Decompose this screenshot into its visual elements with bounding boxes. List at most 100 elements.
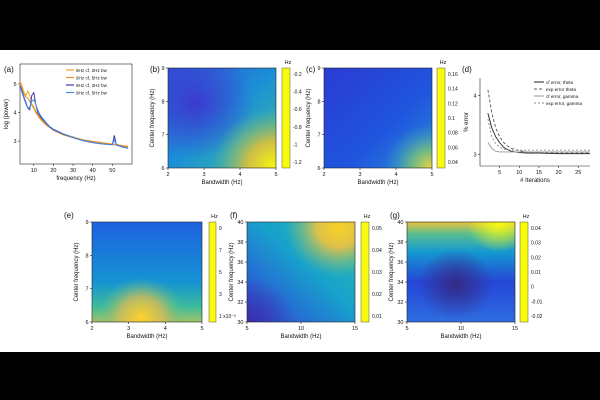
colorbar-unit: Hz bbox=[211, 214, 218, 220]
figure-panel: 10 20 30 40 50 3 4 5 frequency (Hz) log (power) (a… bbox=[0, 50, 600, 352]
series-line bbox=[487, 142, 590, 153]
y-tick-label: 6 bbox=[317, 166, 320, 172]
legend-label: 6Hz cf, 5Hz bw bbox=[76, 76, 108, 81]
legend-label: 6Hz cf, 2Hz bw bbox=[76, 68, 108, 73]
x-axis-label: # Iterations bbox=[520, 178, 550, 184]
colorbar-tick-label: 0.04 bbox=[448, 160, 458, 166]
y-tick-label: 32 bbox=[237, 300, 243, 306]
x-tick-label: 3 bbox=[202, 172, 205, 178]
colorbar-tick-label: -0.02 bbox=[531, 314, 543, 320]
y-axis-label: Center frequency (Hz) bbox=[389, 242, 395, 301]
y-axis-label: log (power) bbox=[4, 99, 10, 129]
colorbar bbox=[519, 221, 529, 323]
colorbar-unit: Hz bbox=[364, 214, 371, 220]
y-tick-label: 7 bbox=[161, 133, 164, 139]
y-tick-label: 3 bbox=[473, 152, 476, 158]
x-tick-label: 4 bbox=[394, 172, 397, 178]
colorbar-tick-label: 0.06 bbox=[448, 145, 458, 151]
x-tick-label: 20 bbox=[556, 170, 562, 176]
colorbar-tick-label: 0.02 bbox=[531, 255, 541, 261]
x-tick-label: 5 bbox=[245, 326, 248, 332]
colorbar-tick-label: 0.1 bbox=[448, 116, 455, 122]
x-tick-label: 5 bbox=[274, 172, 277, 178]
colorbar-tick-label: -1 bbox=[293, 142, 298, 148]
x-axis-label: frequency (Hz) bbox=[56, 176, 95, 182]
colorbar-unit: Hz bbox=[523, 214, 530, 220]
y-tick-label: 40 bbox=[237, 220, 243, 226]
y-tick-label: 6 bbox=[161, 166, 164, 172]
colorbar-tick-label: 0.03 bbox=[531, 241, 541, 247]
x-tick-label: 15 bbox=[536, 170, 542, 176]
x-tick-label: 15 bbox=[352, 326, 358, 332]
y-tick-label: 30 bbox=[397, 320, 403, 326]
y-tick-label: 3 bbox=[13, 139, 16, 145]
colorbar-tick-label: 0.01 bbox=[372, 314, 382, 320]
colorbar-tick-label: 0.16 bbox=[448, 72, 458, 78]
heatmap-surface bbox=[168, 68, 276, 168]
series-line bbox=[487, 89, 590, 154]
y-axis-label: Center frequency (Hz) bbox=[229, 242, 235, 301]
colorbar-tick-label: 5 bbox=[219, 270, 222, 276]
x-axis-label: Bandwidth (Hz) bbox=[280, 334, 321, 340]
x-axis-label: Bandwidth (Hz) bbox=[357, 180, 398, 186]
colorbar-tick-label: 0 bbox=[531, 285, 534, 291]
colorbar-tick-label: -0.6 bbox=[293, 107, 302, 113]
colorbar-tick-label: 3 bbox=[219, 292, 222, 298]
panel-label: (f) bbox=[230, 211, 238, 220]
x-tick-label: 5 bbox=[405, 326, 408, 332]
x-tick-label: 25 bbox=[575, 170, 581, 176]
legend-label: 9Hz cf, 2Hz bw bbox=[76, 83, 108, 88]
heatmap-surface bbox=[407, 222, 515, 322]
y-axis-label: Center frequency (Hz) bbox=[150, 88, 156, 147]
legend-label: 9Hz cf, 5Hz bw bbox=[76, 91, 108, 96]
x-tick-label: 2 bbox=[90, 326, 93, 332]
y-tick-label: 4 bbox=[13, 111, 16, 117]
x-axis-label: Bandwidth (Hz) bbox=[440, 334, 481, 340]
x-tick-label: 3 bbox=[127, 326, 130, 332]
x-tick-label: 40 bbox=[90, 168, 96, 174]
y-tick-label: 9 bbox=[85, 220, 88, 226]
colorbar-tick-label: 7 bbox=[219, 248, 222, 254]
y-tick-label: 5 bbox=[13, 82, 16, 88]
x-tick-label: 2 bbox=[166, 172, 169, 178]
x-tick-label: 30 bbox=[70, 168, 76, 174]
panel-label: (b) bbox=[150, 65, 160, 74]
colorbar-tick-label: -0.4 bbox=[293, 90, 302, 96]
colorbar bbox=[436, 67, 446, 169]
y-tick-label: 8 bbox=[85, 253, 88, 259]
y-tick-label: 7 bbox=[85, 287, 88, 293]
series-line bbox=[19, 85, 129, 149]
panel-label: (d) bbox=[462, 65, 472, 74]
y-tick-label: 36 bbox=[397, 260, 403, 266]
series-line bbox=[19, 86, 129, 149]
legend-label: cf error, theta bbox=[546, 80, 574, 85]
colorbar-tick-label: 0.03 bbox=[372, 270, 382, 276]
y-tick-label: 34 bbox=[237, 280, 243, 286]
panel-label: (a) bbox=[4, 65, 14, 74]
y-tick-label: 30 bbox=[237, 320, 243, 326]
heatmap-field bbox=[168, 68, 276, 168]
y-tick-label: 4 bbox=[473, 94, 476, 100]
colorbar-tick-label: 0.04 bbox=[372, 248, 382, 254]
x-tick-label: 10 bbox=[31, 168, 37, 174]
x-tick-label: 15 bbox=[512, 326, 518, 332]
colorbar-tick-label: 0.05 bbox=[372, 226, 382, 232]
x-tick-label: 10 bbox=[458, 326, 464, 332]
colorbar-unit: Hz bbox=[285, 60, 292, 66]
x-tick-label: 5 bbox=[498, 170, 501, 176]
y-tick-label: 9 bbox=[161, 66, 164, 72]
heatmap-field bbox=[324, 68, 432, 168]
colorbar-tick-label: 0.04 bbox=[531, 226, 541, 232]
x-tick-label: 3 bbox=[358, 172, 361, 178]
x-tick-label: 10 bbox=[298, 326, 304, 332]
panel-label: (c) bbox=[306, 65, 316, 74]
plot-frame bbox=[91, 221, 203, 323]
x-tick-label: 2 bbox=[322, 172, 325, 178]
y-axis-label: % error bbox=[464, 112, 470, 132]
x-axis-label: Bandwidth (Hz) bbox=[126, 334, 167, 340]
colorbar-tick-label: -1.2 bbox=[293, 160, 302, 166]
y-tick-label: 38 bbox=[237, 240, 243, 246]
y-tick-label: 7 bbox=[317, 133, 320, 139]
legend-label: exp error theta bbox=[546, 87, 576, 92]
